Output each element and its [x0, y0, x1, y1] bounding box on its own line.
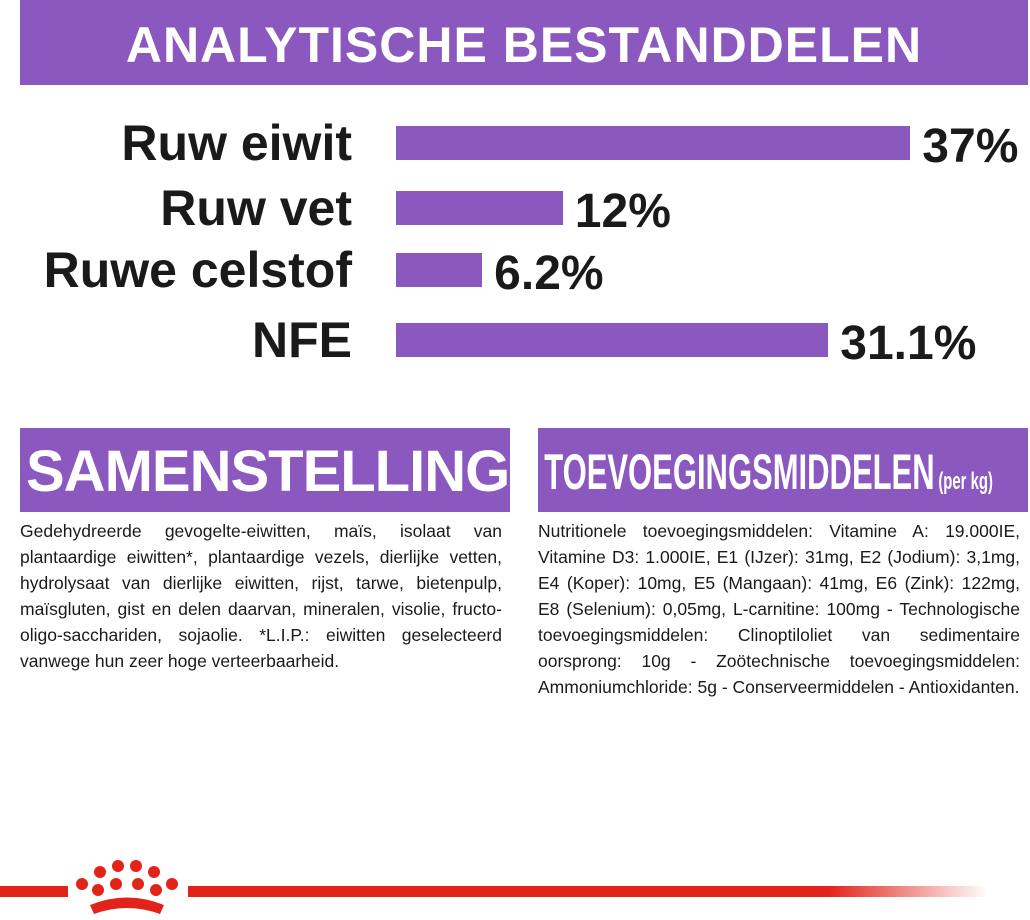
category-label: NFE	[252, 312, 352, 368]
chart-title: ANALYTISCHE BESTANDDELEN	[20, 0, 1028, 85]
composition-title: SAMENSTELLING	[26, 439, 510, 504]
bar	[396, 323, 829, 357]
bar	[396, 126, 911, 160]
category-label: Ruwe celstof	[43, 242, 352, 298]
category-label: Ruw vet	[160, 180, 352, 236]
additives-title: TOEVOEGINGSMIDDELEN	[544, 444, 935, 500]
category-label: Ruw eiwit	[121, 115, 352, 171]
footer-line	[188, 886, 988, 897]
value-label: 12%	[574, 185, 671, 238]
additives-header: TOEVOEGINGSMIDDELEN (per kg)	[538, 428, 1028, 512]
bar	[396, 191, 563, 225]
footer-line	[0, 886, 68, 897]
composition-header: SAMENSTELLING	[20, 428, 510, 512]
value-label: 37%	[922, 120, 1019, 173]
bar	[396, 253, 483, 287]
additives-unit: (per kg)	[938, 468, 993, 495]
composition-text: Gedehydreerde gevogelte-eiwitten, maïs, …	[20, 521, 502, 671]
additives-heading: TOEVOEGINGSMIDDELEN (per kg)	[538, 428, 993, 512]
value-label: 31.1%	[840, 317, 977, 370]
additives-text: Nutritionele toevoegingsmiddelen: Vitami…	[538, 521, 1020, 697]
crown	[76, 860, 178, 914]
value-label: 6.2%	[494, 247, 604, 300]
footer-logo	[0, 860, 988, 914]
